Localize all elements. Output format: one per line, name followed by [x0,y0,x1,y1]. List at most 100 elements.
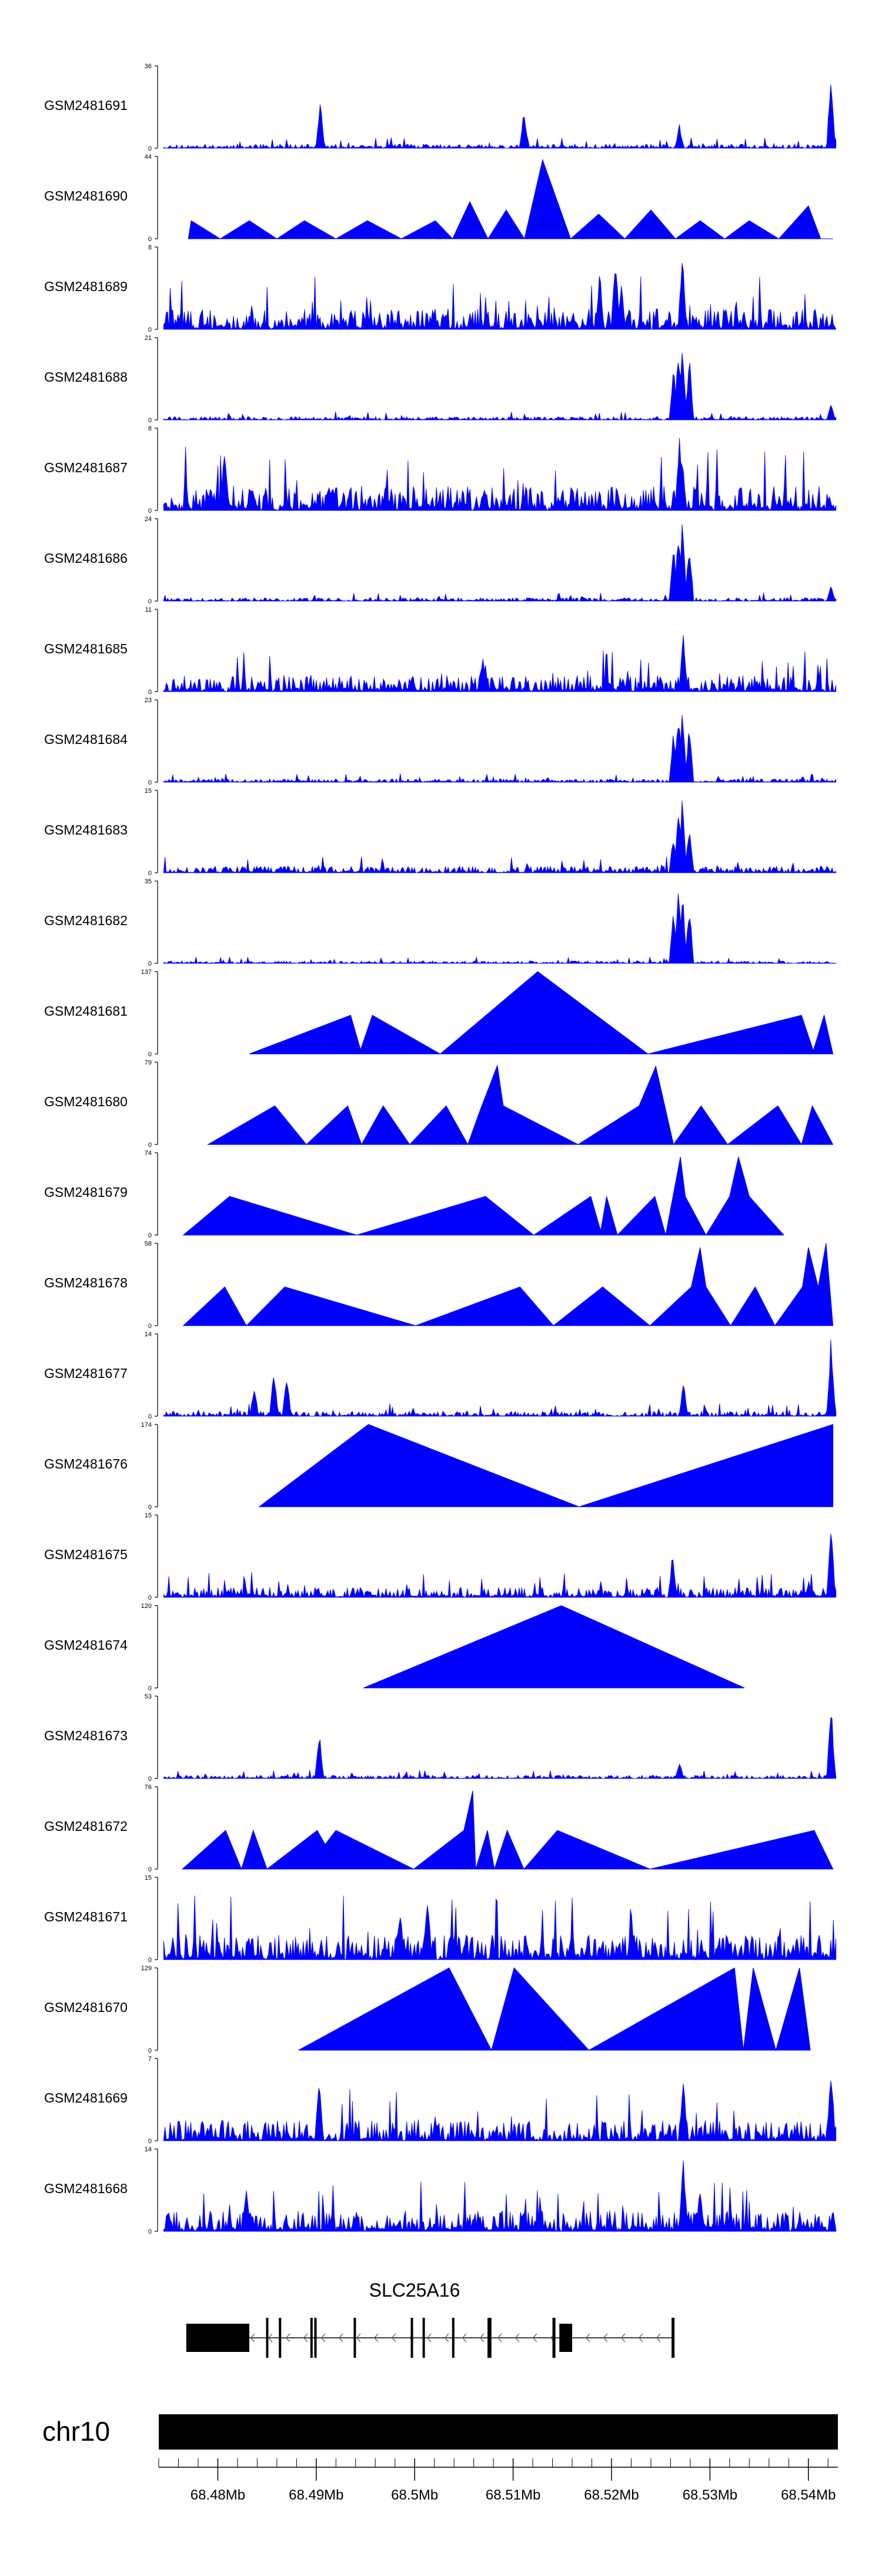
y-max-label: 129 [141,1965,152,1972]
signal-area [206,1064,834,1146]
strand-arrow [586,2333,590,2343]
exon [279,2318,282,2358]
signal-area [298,1967,811,2051]
strand-arrow [356,2333,361,2343]
y-min-label: 0 [148,2138,152,2145]
y-max-label: 58 [145,1240,152,1247]
exon [310,2318,313,2358]
y-min-label: 0 [148,417,152,424]
strand-arrow [303,2333,308,2343]
exon [671,2318,675,2358]
strand-arrow [462,2333,467,2343]
signal-area [163,2160,837,2233]
exon [452,2318,455,2358]
y-min-label: 0 [148,1776,152,1783]
chromosome-axis: chr10 68.48Mb 68.49Mb 68.5Mb 68.51Mb 68.52Mb… [42,2414,838,2503]
y-max-label: 76 [145,1784,152,1791]
strand-arrow [515,2333,520,2343]
signal-area [163,2080,837,2141]
strand-arrow [621,2333,626,2343]
signal-area [163,715,837,783]
y-max-label: 15 [145,1874,152,1881]
signal-area [182,1156,785,1236]
exon [314,2318,317,2358]
y-min-label: 0 [148,598,152,605]
signal-area [163,263,837,331]
track-label: GSM2481673 [44,1728,128,1743]
y-max-label: 44 [145,154,152,161]
track-label: GSM2481686 [44,550,128,566]
strand-arrow [268,2333,273,2343]
strand-arrow [639,2333,643,2343]
y-min-label: 0 [148,145,152,152]
track-GSM2481677: GSM2481677 14 0 [44,1331,837,1420]
y-min-label: 0 [148,1685,152,1692]
strand-arrow [656,2333,661,2343]
strand-arrow [250,2333,255,2343]
signal-area [163,800,837,874]
exon [552,2318,556,2358]
track-GSM2481673: GSM2481673 53 0 [44,1693,837,1783]
exon [487,2318,492,2358]
track-GSM2481686: GSM2481686 24 0 [44,516,837,605]
signal-area [163,893,837,965]
x-tick-label: 68.54Mb [781,2487,836,2503]
track-label: GSM2481678 [44,1275,128,1290]
y-min-label: 0 [148,1594,152,1601]
signal-area [163,635,837,693]
track-GSM2481685: GSM2481685 11 0 [44,606,837,696]
signal-area [163,1717,837,1780]
y-max-label: 174 [141,1422,152,1429]
track-label: GSM2481682 [44,913,128,928]
y-min-label: 0 [148,2228,152,2235]
y-min-label: 0 [148,1323,152,1330]
track-GSM2481680: GSM2481680 79 0 [44,1059,834,1149]
track-label: GSM2481689 [44,279,128,294]
exon [353,2318,356,2358]
signal-area [249,971,834,1055]
strand-arrow [339,2333,343,2343]
track-GSM2481690: GSM2481690 44 0 [44,154,833,243]
track-label: GSM2481688 [44,369,128,385]
track-label: GSM2481685 [44,641,128,656]
y-max-label: 24 [145,516,152,523]
x-tick-label: 68.52Mb [584,2487,639,2503]
track-GSM2481684: GSM2481684 23 0 [44,697,837,786]
y-max-label: 15 [145,788,152,795]
y-min-label: 0 [148,870,152,877]
track-GSM2481668: GSM2481668 14 0 [44,2146,837,2235]
track-label: GSM2481669 [44,2090,128,2105]
y-max-label: 8 [148,244,152,251]
track-label: GSM2481680 [44,1094,128,1109]
signal-area [163,524,837,602]
signal-tracks: GSM2481691360GSM2481690440GSM248168980GS… [44,63,837,2235]
genomic-axis: 68.48Mb 68.49Mb 68.5Mb 68.51Mb 68.52Mb 68.53M… [158,2414,838,2503]
strand-arrow [445,2333,449,2343]
x-tick-label: 68.51Mb [486,2487,540,2503]
signal-area [163,84,837,149]
y-min-label: 0 [148,1142,152,1149]
track-GSM2481675: GSM2481675 15 0 [44,1512,837,1601]
exon [266,2318,269,2358]
signal-area [258,1424,834,1507]
y-max-label: 120 [141,1603,152,1610]
track-label: GSM2481690 [44,188,128,203]
y-min-label: 0 [148,1232,152,1239]
y-max-label: 7 [148,2056,152,2063]
track-label: GSM2481683 [44,822,128,837]
track-label: GSM2481672 [44,1818,128,1834]
signal-area [163,352,837,421]
gene-model [186,2318,675,2358]
track-label: GSM2481677 [44,1366,128,1381]
y-min-label: 0 [148,1504,152,1511]
gene-region: SLC25A16 [186,2280,675,2358]
y-min-label: 0 [148,960,152,967]
track-GSM2481691: GSM2481691 36 0 [44,63,837,152]
exon [410,2318,413,2358]
y-max-label: 36 [145,63,152,70]
track-label: GSM2481679 [44,1184,128,1200]
strand-arrow [374,2333,379,2343]
strand-arrow [286,2333,290,2343]
y-min-label: 0 [148,1866,152,1873]
